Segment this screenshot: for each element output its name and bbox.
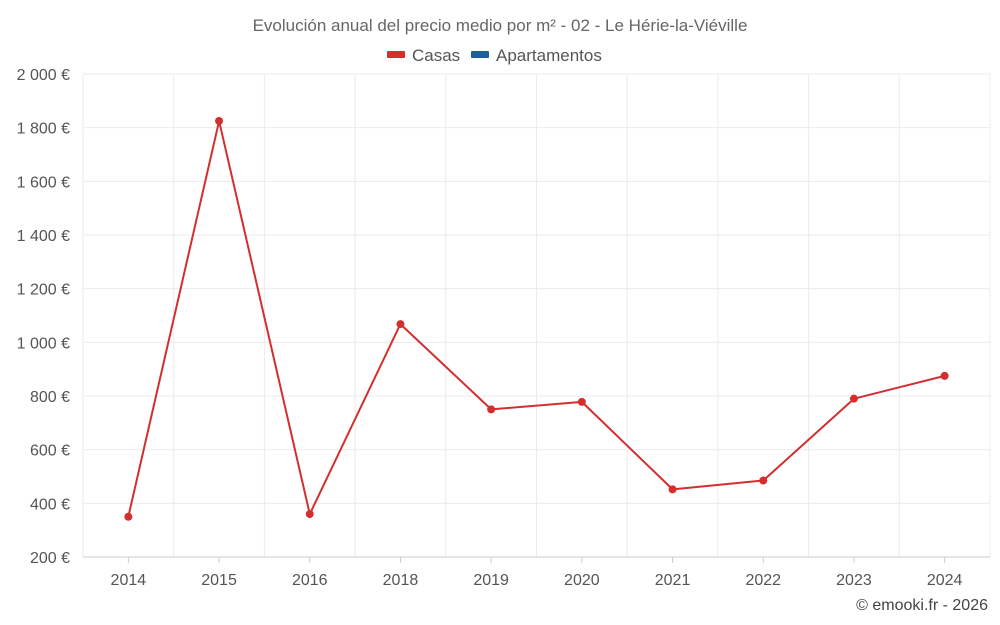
y-tick-label: 2 000 € bbox=[17, 67, 70, 84]
legend-label-casas: Casas bbox=[412, 46, 460, 65]
x-tick-label: 2019 bbox=[473, 572, 509, 589]
y-tick-label: 800 € bbox=[30, 389, 70, 406]
x-tick-label: 2021 bbox=[655, 572, 691, 589]
x-tick-label: 2015 bbox=[201, 572, 237, 589]
data-point bbox=[759, 476, 768, 485]
series-line-casas bbox=[127, 120, 945, 518]
x-tick-label: 2014 bbox=[111, 572, 147, 589]
x-tick-label: 2016 bbox=[292, 572, 328, 589]
data-point bbox=[849, 394, 858, 403]
y-tick-label: 400 € bbox=[30, 496, 70, 513]
series-casas bbox=[124, 116, 949, 521]
data-point bbox=[487, 405, 496, 414]
y-tick-label: 600 € bbox=[30, 443, 70, 460]
data-point bbox=[396, 320, 405, 329]
data-point bbox=[940, 371, 949, 380]
data-point bbox=[305, 510, 314, 519]
y-tick-label: 1 000 € bbox=[17, 335, 70, 352]
data-point bbox=[668, 485, 677, 494]
x-tick-label: 2024 bbox=[927, 572, 963, 589]
grid bbox=[82, 73, 991, 557]
y-tick-label: 1 400 € bbox=[17, 228, 70, 245]
legend-swatch-casas bbox=[387, 51, 405, 58]
legend-swatch-apartamentos bbox=[471, 51, 489, 58]
data-point bbox=[124, 512, 133, 521]
data-point bbox=[577, 397, 586, 406]
y-tick-label: 1 600 € bbox=[17, 174, 70, 191]
x-tick-label: 2022 bbox=[745, 572, 781, 589]
x-tick-label: 2018 bbox=[383, 572, 419, 589]
y-tick-label: 1 800 € bbox=[17, 121, 70, 138]
x-axis: 2014 2015 2016 2018 2019 2020 2021 2022 2023 2024 bbox=[83, 556, 990, 589]
legend: Casas Apartamentos bbox=[387, 46, 602, 65]
legend-item-apartamentos[interactable]: Apartamentos bbox=[471, 46, 602, 65]
legend-item-casas[interactable]: Casas bbox=[387, 46, 460, 65]
chart-title: Evolución anual del precio medio por m² … bbox=[253, 16, 748, 35]
y-axis: 200 € 400 € 600 € 800 € 1 000 € 1 200 € 1 400 … bbox=[17, 67, 70, 567]
x-tick-label: 2023 bbox=[836, 572, 872, 589]
credit-text: © emooki.fr - 2026 bbox=[856, 597, 988, 614]
data-point bbox=[215, 116, 224, 125]
y-tick-label: 1 200 € bbox=[17, 282, 70, 299]
legend-label-apartamentos: Apartamentos bbox=[496, 46, 602, 65]
y-tick-label: 200 € bbox=[30, 550, 70, 567]
x-tick-label: 2020 bbox=[564, 572, 600, 589]
